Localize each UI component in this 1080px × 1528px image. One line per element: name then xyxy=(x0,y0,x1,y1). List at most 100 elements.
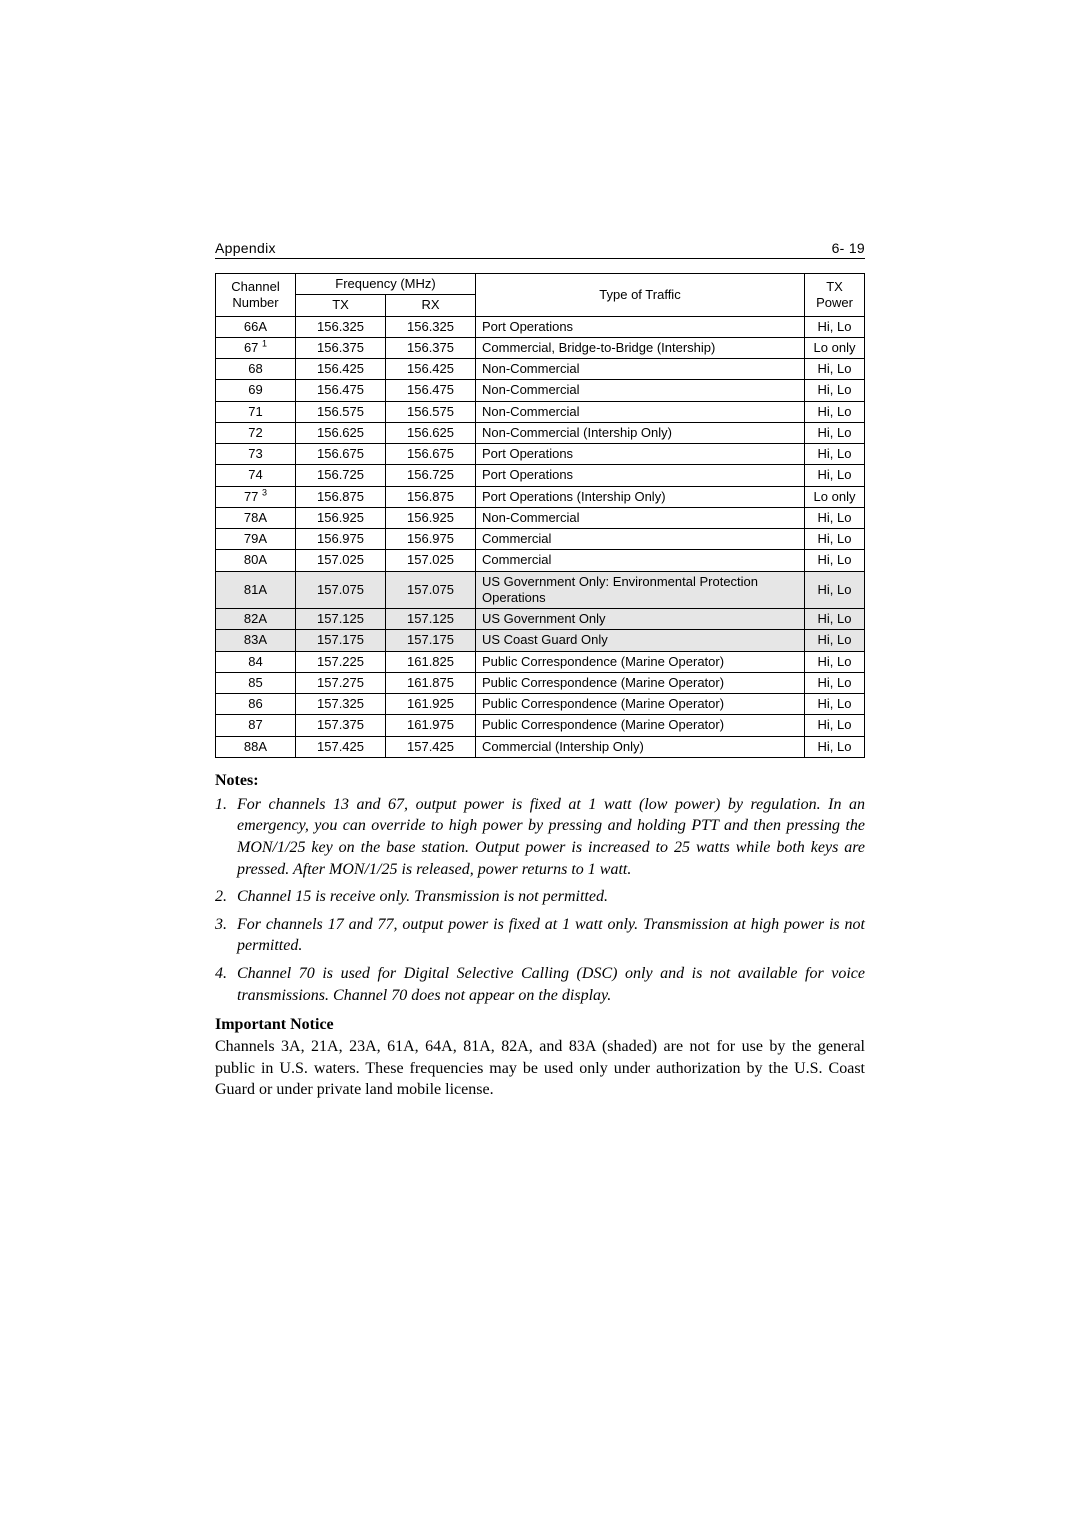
cell-tx: 156.875 xyxy=(296,486,386,507)
cell-channel: 85 xyxy=(216,672,296,693)
cell-rx: 161.975 xyxy=(386,715,476,736)
cell-channel: 88A xyxy=(216,736,296,757)
table-row: 66A156.325156.325Port OperationsHi, Lo xyxy=(216,316,865,337)
note-number: 4. xyxy=(215,963,237,1006)
cell-type: Public Correspondence (Marine Operator) xyxy=(476,651,805,672)
cell-rx: 161.925 xyxy=(386,694,476,715)
cell-power: Hi, Lo xyxy=(805,529,865,550)
th-power-top: TX xyxy=(826,279,843,294)
table-body: 66A156.325156.325Port OperationsHi, Lo67… xyxy=(216,316,865,757)
th-freq-group: Frequency (MHz) xyxy=(296,274,476,295)
frequency-table: Channel Number Frequency (MHz) Type of T… xyxy=(215,273,865,758)
cell-channel: 67 1 xyxy=(216,337,296,358)
cell-tx: 157.175 xyxy=(296,630,386,651)
cell-type: US Coast Guard Only xyxy=(476,630,805,651)
cell-rx: 157.175 xyxy=(386,630,476,651)
cell-channel: 68 xyxy=(216,359,296,380)
th-channel-bot: Number xyxy=(232,295,278,310)
cell-power: Hi, Lo xyxy=(805,316,865,337)
table-row: 77 3156.875156.875Port Operations (Inter… xyxy=(216,486,865,507)
cell-tx: 156.725 xyxy=(296,465,386,486)
cell-channel: 73 xyxy=(216,444,296,465)
cell-channel: 78A xyxy=(216,507,296,528)
cell-type: Non-Commercial xyxy=(476,401,805,422)
cell-power: Hi, Lo xyxy=(805,630,865,651)
cell-power: Hi, Lo xyxy=(805,422,865,443)
cell-power: Hi, Lo xyxy=(805,609,865,630)
table-row: 81A157.075157.075US Government Only: Env… xyxy=(216,571,865,609)
cell-type: Public Correspondence (Marine Operator) xyxy=(476,715,805,736)
cell-type: Commercial, Bridge-to-Bridge (Intership) xyxy=(476,337,805,358)
table-row: 72156.625156.625Non-Commercial (Intershi… xyxy=(216,422,865,443)
th-channel: Channel Number xyxy=(216,274,296,317)
table-row: 84157.225161.825Public Correspondence (M… xyxy=(216,651,865,672)
note-item: 4.Channel 70 is used for Digital Selecti… xyxy=(215,963,865,1006)
cell-channel: 71 xyxy=(216,401,296,422)
cell-tx: 157.125 xyxy=(296,609,386,630)
cell-power: Hi, Lo xyxy=(805,672,865,693)
table-header-row-1: Channel Number Frequency (MHz) Type of T… xyxy=(216,274,865,295)
cell-tx: 157.025 xyxy=(296,550,386,571)
cell-power: Lo only xyxy=(805,337,865,358)
cell-rx: 156.925 xyxy=(386,507,476,528)
table-row: 79A156.975156.975CommercialHi, Lo xyxy=(216,529,865,550)
cell-rx: 156.375 xyxy=(386,337,476,358)
cell-channel: 82A xyxy=(216,609,296,630)
cell-type: Port Operations xyxy=(476,465,805,486)
cell-rx: 156.475 xyxy=(386,380,476,401)
note-number: 3. xyxy=(215,914,237,957)
cell-tx: 156.575 xyxy=(296,401,386,422)
cell-tx: 156.925 xyxy=(296,507,386,528)
table-row: 74156.725156.725Port OperationsHi, Lo xyxy=(216,465,865,486)
note-item: 3.For channels 17 and 77, output power i… xyxy=(215,914,865,957)
cell-rx: 161.825 xyxy=(386,651,476,672)
cell-channel: 69 xyxy=(216,380,296,401)
th-tx: TX xyxy=(296,295,386,316)
cell-tx: 156.325 xyxy=(296,316,386,337)
note-number: 2. xyxy=(215,886,237,908)
cell-type: Port Operations (Intership Only) xyxy=(476,486,805,507)
cell-type: Port Operations xyxy=(476,316,805,337)
cell-type: Public Correspondence (Marine Operator) xyxy=(476,694,805,715)
page-header: Appendix 6- 19 xyxy=(215,240,865,259)
table-row: 85157.275161.875Public Correspondence (M… xyxy=(216,672,865,693)
cell-power: Hi, Lo xyxy=(805,380,865,401)
th-channel-top: Channel xyxy=(231,279,279,294)
cell-rx: 161.875 xyxy=(386,672,476,693)
cell-tx: 156.425 xyxy=(296,359,386,380)
cell-rx: 156.975 xyxy=(386,529,476,550)
cell-tx: 157.375 xyxy=(296,715,386,736)
cell-rx: 156.325 xyxy=(386,316,476,337)
cell-power: Hi, Lo xyxy=(805,507,865,528)
table-row: 88A157.425157.425Commercial (Intership O… xyxy=(216,736,865,757)
cell-tx: 157.275 xyxy=(296,672,386,693)
cell-channel: 66A xyxy=(216,316,296,337)
cell-channel: 79A xyxy=(216,529,296,550)
cell-power: Hi, Lo xyxy=(805,465,865,486)
cell-channel: 81A xyxy=(216,571,296,609)
notes-block: Notes: 1.For channels 13 and 67, output … xyxy=(215,772,865,1006)
note-text: For channels 13 and 67, output power is … xyxy=(237,794,865,880)
cell-rx: 156.675 xyxy=(386,444,476,465)
cell-tx: 156.625 xyxy=(296,422,386,443)
important-title: Important Notice xyxy=(215,1016,865,1034)
th-power-bot: Power xyxy=(816,295,853,310)
th-rx: RX xyxy=(386,295,476,316)
cell-type: Commercial (Intership Only) xyxy=(476,736,805,757)
page: Appendix 6- 19 Channel Number Frequency … xyxy=(0,0,1080,1101)
cell-rx: 156.575 xyxy=(386,401,476,422)
table-row: 71156.575156.575Non-CommercialHi, Lo xyxy=(216,401,865,422)
cell-rx: 156.875 xyxy=(386,486,476,507)
cell-power: Hi, Lo xyxy=(805,651,865,672)
cell-power: Hi, Lo xyxy=(805,736,865,757)
cell-type: Non-Commercial xyxy=(476,507,805,528)
cell-power: Hi, Lo xyxy=(805,401,865,422)
cell-tx: 157.425 xyxy=(296,736,386,757)
cell-rx: 156.425 xyxy=(386,359,476,380)
cell-tx: 156.475 xyxy=(296,380,386,401)
cell-channel: 80A xyxy=(216,550,296,571)
note-text: Channel 15 is receive only. Transmission… xyxy=(237,886,865,908)
table-row: 82A157.125157.125US Government OnlyHi, L… xyxy=(216,609,865,630)
cell-rx: 156.725 xyxy=(386,465,476,486)
cell-channel: 72 xyxy=(216,422,296,443)
